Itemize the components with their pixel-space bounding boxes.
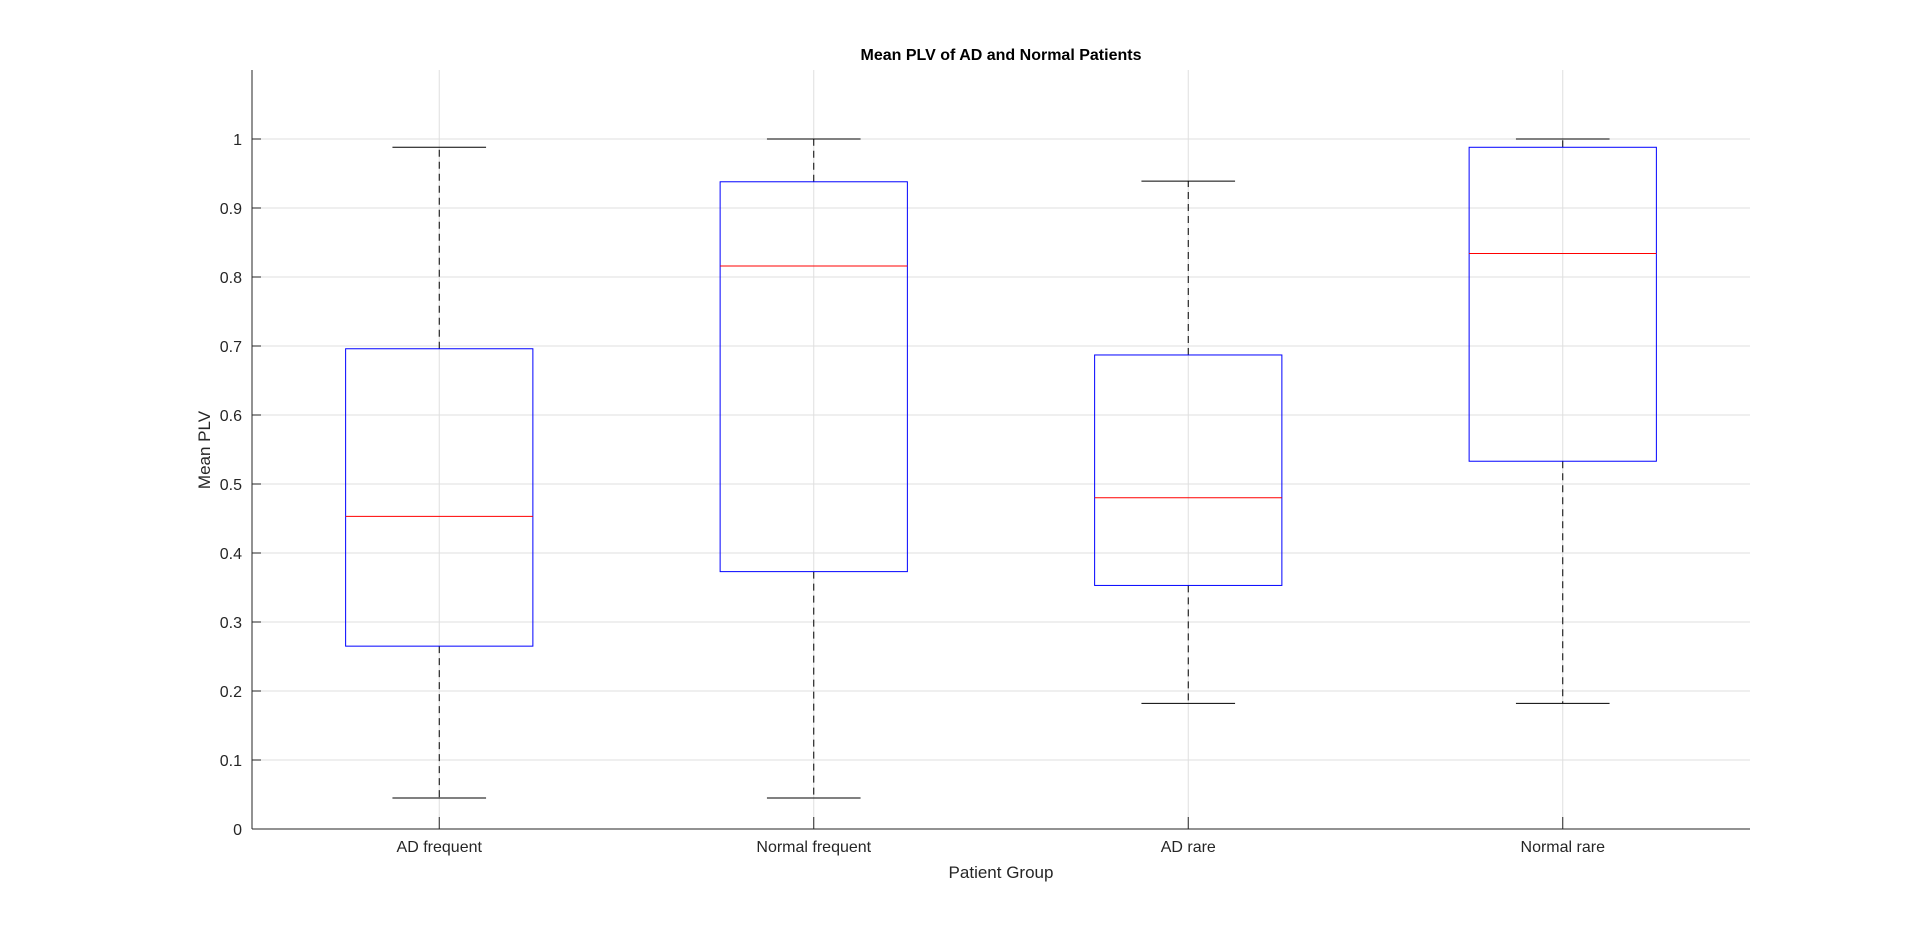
- y-tick-label: 0.3: [220, 615, 242, 632]
- x-tick-label: Normal rare: [1521, 839, 1606, 856]
- chart-title: Mean PLV of AD and Normal Patients: [861, 47, 1142, 64]
- x-axis-label: Patient Group: [949, 863, 1054, 882]
- box-plots: [345, 138, 1657, 799]
- y-tick-label: 0.6: [220, 408, 242, 425]
- y-tick-label: 0.9: [220, 201, 242, 218]
- x-tick-label: AD rare: [1161, 839, 1216, 856]
- y-tick-label: 1: [233, 132, 242, 149]
- iqr-box: [345, 348, 534, 647]
- axes: [251, 70, 1750, 830]
- y-tick-label: 0: [233, 822, 242, 839]
- iqr-box: [719, 181, 908, 573]
- y-tick-label: 0.7: [220, 339, 242, 356]
- y-axis-label: Mean PLV: [195, 410, 214, 489]
- iqr-box: [1094, 354, 1283, 586]
- y-tick-label: 0.5: [220, 477, 242, 494]
- y-tick-label: 0.2: [220, 684, 242, 701]
- y-tick-label: 0.8: [220, 270, 242, 287]
- y-tick-label: 0.1: [220, 753, 242, 770]
- iqr-box: [1468, 146, 1657, 462]
- box-group: [719, 138, 908, 799]
- ticks: 0 0.1 0.2 0.3 0.4 0.5 0.6 0.7 0.8 0.9 1 AD frequent…: [220, 132, 1605, 856]
- box-group: [1094, 180, 1283, 704]
- y-tick-label: 0.4: [220, 546, 242, 563]
- grid-lines: [252, 70, 1750, 830]
- x-tick-label: Normal frequent: [756, 839, 871, 856]
- box-group: [1468, 138, 1657, 704]
- x-tick-label: AD frequent: [397, 839, 483, 856]
- box-group: [345, 146, 534, 799]
